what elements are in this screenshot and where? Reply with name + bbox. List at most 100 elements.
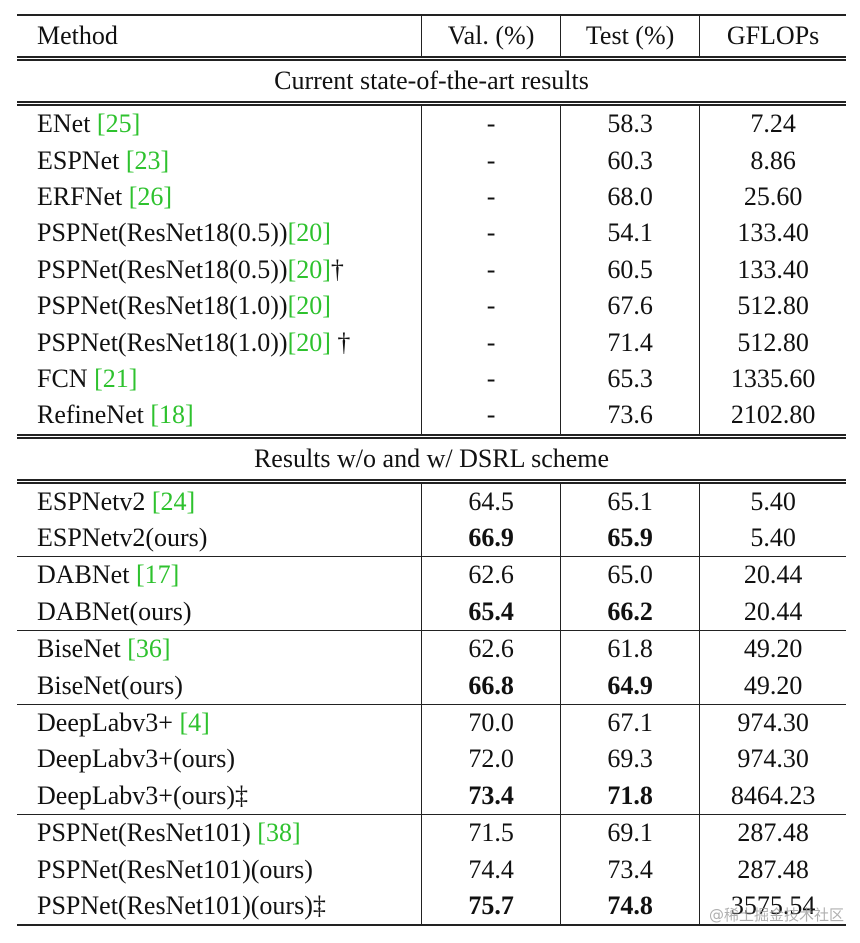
method-cell: FCN [21] [37,363,138,393]
gflops-cell: 49.20 [699,630,846,668]
table-row: DeepLabv3+(ours)‡ 73.4 71.8 8464.23 [17,777,846,815]
method-cell: PSPNet(ResNet18(1.0))[20] [37,291,331,321]
table-row: ERFNet [26] - 68.0 25.60 [17,178,846,216]
table-row: BiseNet [36] 62.6 61.8 49.20 [17,630,846,668]
test-cell: 64.9 [560,667,700,705]
gflops-cell: 133.40 [699,251,846,288]
val-cell: - [421,101,561,143]
test-cell: 60.5 [560,251,700,288]
dagger-mark: † [330,254,344,284]
test-cell: 65.3 [560,360,700,398]
double-dagger-mark: ‡ [312,891,326,920]
citation-link[interactable]: [26] [128,181,173,211]
method-cell: ESPNetv2 [24] [17,478,422,520]
val-cell: 70.0 [421,703,561,742]
citation-link[interactable]: [36] [127,634,171,664]
section-header-sota: Current state-of-the-art results [17,56,846,104]
val-cell: - [421,360,561,398]
gflops-cell: 25.60 [699,178,846,216]
table-row: ESPNetv2 [24] 64.5 65.1 5.40 [17,478,846,520]
double-dagger-mark: ‡ [235,780,249,810]
method-cell: ENet [25] [17,101,422,143]
method-cell: DABNet(ours) [37,596,192,626]
gflops-cell: 1335.60 [699,360,846,398]
val-cell: 66.8 [421,667,561,705]
val-cell: - [421,251,561,288]
gflops-cell: 974.30 [699,741,846,778]
citation-link[interactable]: [21] [94,363,138,393]
citation-link[interactable]: [20] [287,327,331,357]
method-cell: DeepLabv3+(ours)‡ [37,780,249,810]
gflops-cell: 2102.80 [699,397,846,437]
val-cell: 71.5 [421,814,561,852]
table-row: ESPNetv2(ours) 66.9 65.9 5.40 [17,519,846,557]
test-cell: 66.2 [560,593,700,631]
citation-link[interactable]: [38] [257,818,301,848]
dagger-mark: † [330,327,351,357]
test-cell: 69.3 [560,741,700,778]
method-cell: PSPNet(ResNet18(1.0))[20] † [37,327,351,357]
gflops-cell: 20.44 [699,556,846,594]
citation-link[interactable]: [4] [179,708,210,738]
citation-link[interactable]: [20] [287,291,331,321]
citation-link[interactable]: [18] [150,400,194,430]
gflops-cell: 287.48 [699,814,846,852]
table-row: PSPNet(ResNet101) [38] 71.5 69.1 287.48 [17,814,846,852]
method-cell: BiseNet [36] [17,630,422,668]
method-cell: DeepLabv3+ [4] [17,703,422,742]
citation-link[interactable]: [23] [125,145,170,175]
gflops-cell: 133.40 [699,215,846,252]
test-cell: 65.1 [560,478,700,520]
header-val: Val. (%) [421,14,561,60]
citation-link[interactable]: [25] [96,109,141,139]
test-cell: 71.4 [560,324,700,361]
val-cell: 73.4 [421,777,561,815]
gflops-cell: 3575.54 [699,887,846,927]
method-cell: PSPNet(ResNet101) [38] [17,814,422,852]
gflops-cell: 5.40 [699,519,846,557]
val-cell: - [421,215,561,252]
table-row: DABNet [17] 62.6 65.0 20.44 [17,556,846,594]
table-row: ESPNet [23] - 60.3 8.86 [17,142,846,179]
test-cell: 71.8 [560,777,700,815]
table-row: PSPNet(ResNet101)(ours)‡ 75.7 74.8 3575.… [17,887,846,927]
gflops-cell: 20.44 [699,593,846,631]
method-cell: PSPNet(ResNet101)(ours) [37,854,313,884]
table-row: ENet [25] - 58.3 7.24 [17,101,846,143]
method-cell: RefineNet [18] [37,400,194,430]
gflops-cell: 974.30 [699,703,846,742]
citation-link[interactable]: [24] [151,486,196,516]
citation-link[interactable]: [20] [287,218,331,248]
gflops-cell: 8464.23 [699,777,846,815]
method-cell: PSPNet(ResNet18(0.5))[20] [37,218,331,248]
val-cell: - [421,178,561,216]
gflops-cell: 5.40 [699,478,846,520]
gflops-cell: 512.80 [699,287,846,325]
table-row: RefineNet [18] - 73.6 2102.80 [17,397,846,437]
gflops-cell: 287.48 [699,851,846,888]
header-test: Test (%) [560,14,700,60]
table-row: PSPNet(ResNet18(0.5))[20] - 54.1 133.40 [17,215,846,252]
table-row: PSPNet(ResNet18(1.0))[20] - 67.6 512.80 [17,287,846,325]
header-gflops: GFLOPs [699,14,846,60]
table-row: BiseNet(ours) 66.8 64.9 49.20 [17,667,846,705]
test-cell: 61.8 [560,630,700,668]
table-row: FCN [21] - 65.3 1335.60 [17,360,846,398]
section-title: Results w/o and w/ DSRL scheme [17,433,846,482]
test-cell: 73.6 [560,397,700,437]
citation-link[interactable]: [17] [135,560,180,590]
val-cell: - [421,324,561,361]
test-cell: 65.0 [560,556,700,594]
val-cell: 74.4 [421,851,561,888]
test-cell: 60.3 [560,142,700,179]
test-cell: 65.9 [560,519,700,557]
method-cell: ESPNetv2(ours) [37,523,208,553]
gflops-cell: 7.24 [699,101,846,143]
method-cell: DeepLabv3+(ours) [37,744,236,774]
val-cell: 62.6 [421,630,561,668]
citation-link[interactable]: [20] [287,254,331,284]
watermark: @稀土掘金技术社区 [708,906,844,924]
val-cell: 62.6 [421,556,561,594]
table-row: DABNet(ours) 65.4 66.2 20.44 [17,593,846,631]
val-cell: 72.0 [421,741,561,778]
